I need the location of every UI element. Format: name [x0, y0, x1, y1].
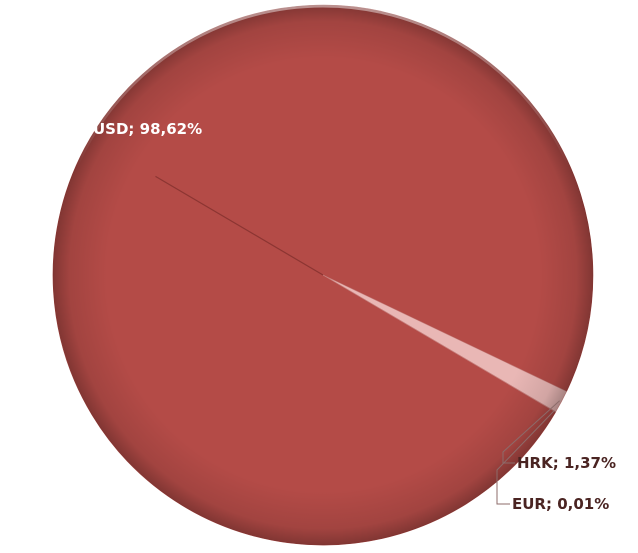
pie-edge-shading	[53, 5, 593, 545]
overlay-layer	[52, 4, 594, 546]
data-label-hrk: HRK; 1,37%	[517, 454, 616, 472]
leader-line-eur	[496, 410, 555, 505]
data-label-usd: USD; 98,62%	[93, 120, 202, 138]
pie-rim-highlight	[52, 4, 594, 546]
data-label-eur: EUR; 0,01%	[512, 495, 609, 513]
leader-line-hrk	[502, 400, 560, 464]
labels-layer: USD; 98,62% HRK; 1,37% EUR; 0,01%	[93, 120, 616, 513]
